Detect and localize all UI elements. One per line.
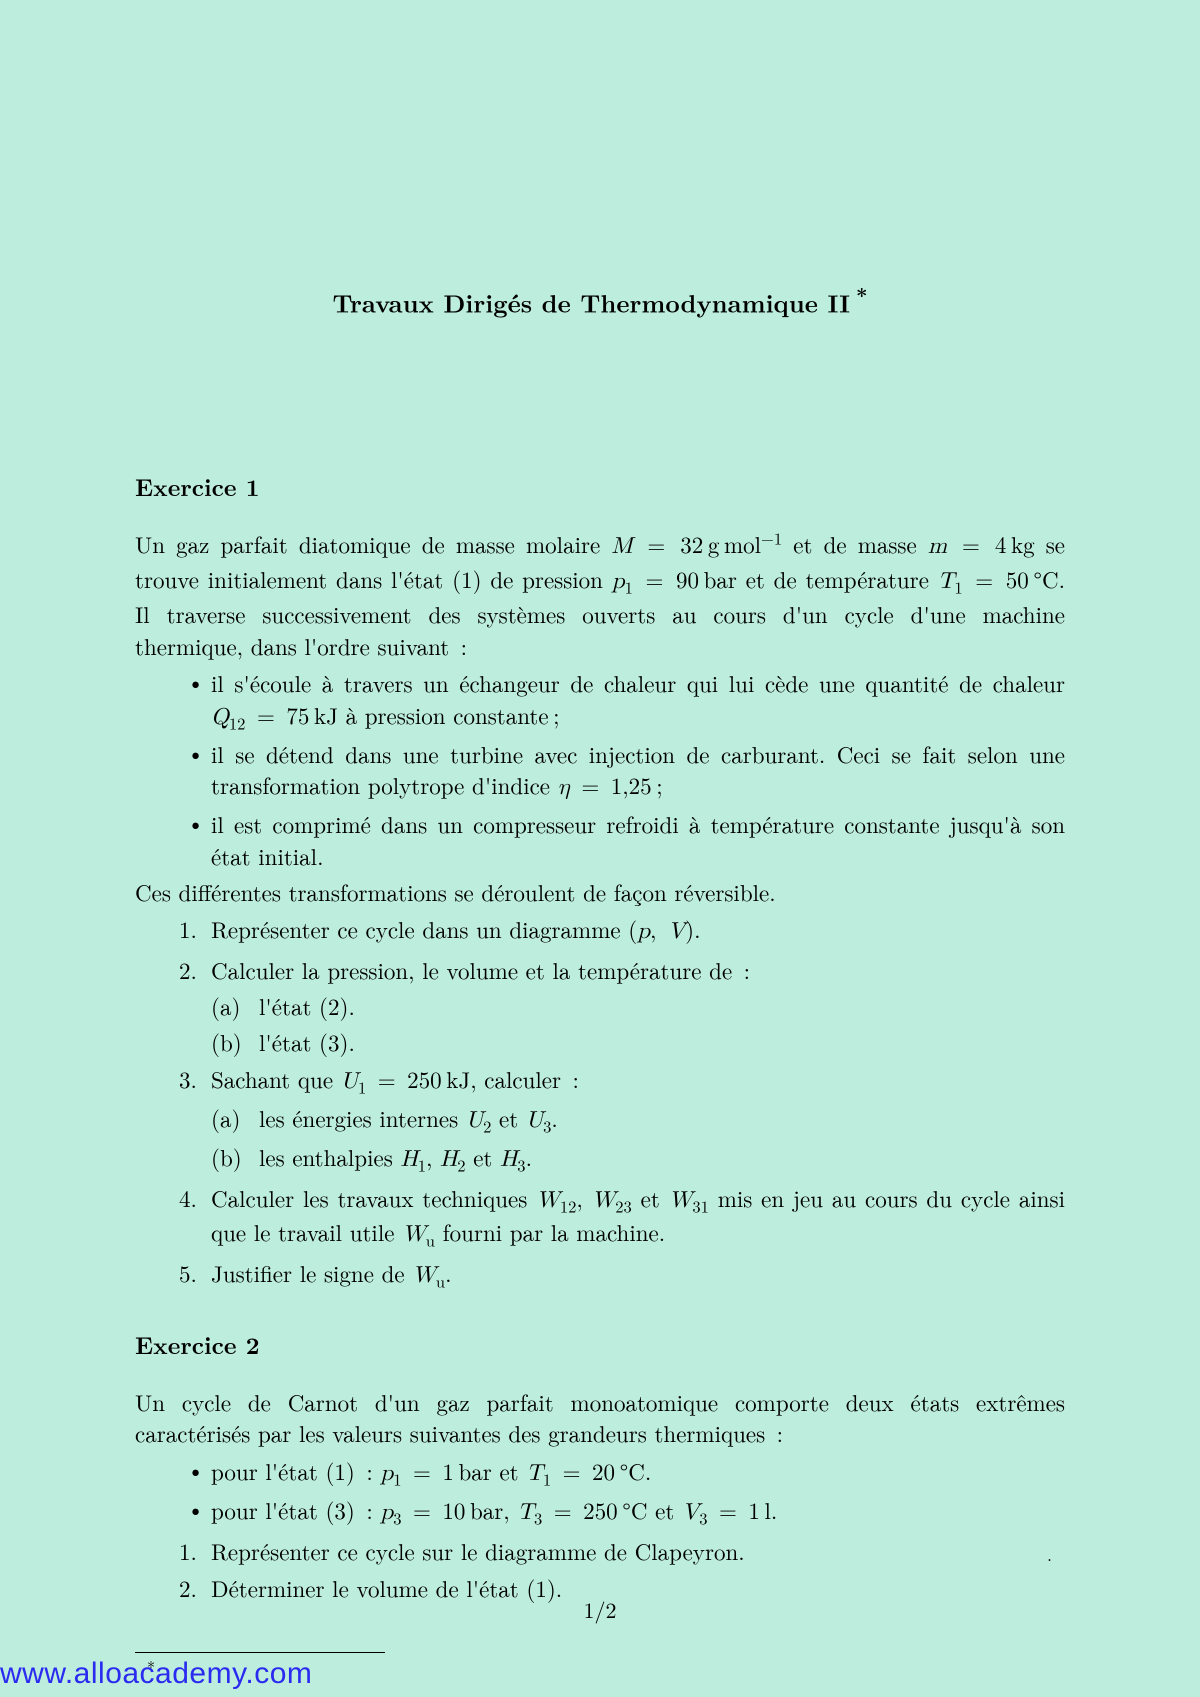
exercise-1-heading: Exercice 1 [135, 470, 1065, 504]
list-item: Calculer la pression, le volume et la te… [135, 954, 1065, 1057]
title-footnote-star: * [852, 280, 868, 309]
list-item: pour l'état (3) : p3 = 10 bar, T3 = 250 … [135, 1494, 1065, 1529]
exercise-1-intro: Un gaz parfait diatomique de masse molai… [135, 528, 1065, 661]
list-item: Représenter ce cycle dans un diagramme (… [135, 913, 1065, 948]
title-text: Travaux Dirigés de Thermodynamique II [332, 285, 850, 320]
exercise-2-bullets: pour l'état (1) : p1 = 1 bar et T1 = 20 … [135, 1455, 1065, 1528]
list-item: pour l'état (1) : p1 = 1 bar et T1 = 20 … [135, 1455, 1065, 1490]
list-item: Représenter ce cycle sur le diagramme de… [135, 1535, 1065, 1567]
exercise-1-q2-sub: l'état (2). l'état (3). [211, 990, 1065, 1057]
list-item: l'état (2). [211, 990, 1065, 1022]
list-item: Calculer les travaux techniques W12, W23… [135, 1182, 1065, 1251]
list-item: les énergies internes U2 et U3. [211, 1102, 1065, 1137]
list-item: il est comprimé dans un compresseur refr… [135, 808, 1065, 871]
exercise-2-heading: Exercice 2 [135, 1328, 1065, 1362]
exercise-1-q3-sub: les énergies internes U2 et U3. les enth… [211, 1102, 1065, 1175]
page: Travaux Dirigés de Thermodynamique II * … [0, 0, 1200, 1678]
exercise-1-questions: Représenter ce cycle dans un diagramme (… [135, 913, 1065, 1291]
list-item: Justifier le signe de Wu. [135, 1257, 1065, 1292]
footnote-rule [135, 1652, 385, 1653]
list-item: il s'écoule à travers un échangeur de ch… [135, 667, 1065, 733]
decorative-dot: . [1047, 1542, 1052, 1567]
exercise-1-bullets: il s'écoule à travers un échangeur de ch… [135, 667, 1065, 871]
list-item: les enthalpies H1, H2 et H3. [211, 1141, 1065, 1176]
watermark-link[interactable]: www.alloacademy.com [0, 1657, 312, 1691]
exercise-2-intro: Un cycle de Carnot d'un gaz parfait mono… [135, 1386, 1065, 1449]
list-item: Sachant que U1 = 250 kJ, calculer : les … [135, 1063, 1065, 1175]
document-title: Travaux Dirigés de Thermodynamique II * [135, 280, 1065, 320]
exercise-1-close: Ces différentes transformations se dérou… [135, 876, 1065, 908]
list-item: l'état (3). [211, 1026, 1065, 1058]
list-item: il se détend dans une turbine avec injec… [135, 738, 1065, 804]
page-number: 1/2 [0, 1594, 1200, 1625]
